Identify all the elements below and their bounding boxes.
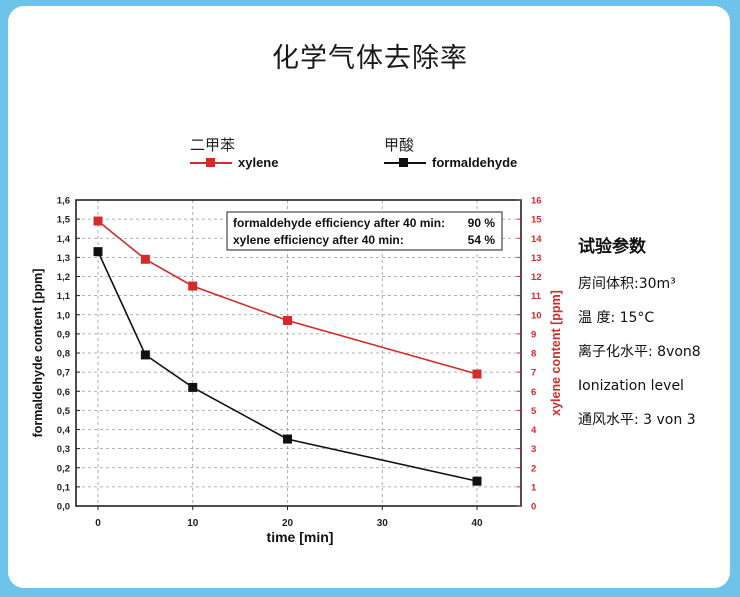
left-tick-label: 1,3 xyxy=(57,253,70,264)
param-ventilation: 通风水平: 3 von 3 xyxy=(578,412,696,428)
right-tick-label: 1 xyxy=(531,482,537,493)
data-point-formaldehyde xyxy=(472,476,482,486)
content-card xyxy=(8,6,730,588)
data-point-formaldehyde xyxy=(140,350,150,360)
left-tick-label: 1,6 xyxy=(57,196,70,207)
right-tick-label: 11 xyxy=(531,291,542,302)
left-tick-label: 0,0 xyxy=(57,502,70,513)
page-title: 化学气体去除率 xyxy=(272,43,468,74)
x-tick-label: 10 xyxy=(187,518,199,529)
x-axis-label: time [min] xyxy=(267,529,334,545)
right-tick-label: 15 xyxy=(531,215,542,226)
param-ionization-cn: 离子化水平: 8von8 xyxy=(578,344,701,360)
left-tick-label: 1,4 xyxy=(57,234,71,245)
right-tick-label: 4 xyxy=(531,425,537,436)
annotation-line2-value: 54 % xyxy=(468,233,496,247)
legend-xylene-label: xylene xyxy=(238,155,279,170)
left-tick-label: 1,1 xyxy=(57,291,71,302)
param-temperature: 温 度: 15°C xyxy=(578,310,655,326)
left-tick-label: 1,0 xyxy=(57,310,70,321)
data-point-xylene xyxy=(93,216,103,226)
left-tick-label: 0,6 xyxy=(57,387,70,398)
right-tick-label: 0 xyxy=(531,502,536,513)
left-tick-label: 1,5 xyxy=(57,215,71,226)
x-tick-label: 20 xyxy=(282,518,294,529)
right-tick-label: 3 xyxy=(531,444,536,455)
param-ionization-en: Ionization level xyxy=(578,378,684,394)
left-tick-label: 0,4 xyxy=(57,425,71,436)
test-parameters: 试验参数 房间体积:30m³ 温 度: 15°C 离子化水平: 8von8 Io… xyxy=(578,232,738,437)
right-tick-label: 12 xyxy=(531,272,542,283)
right-tick-label: 10 xyxy=(531,310,542,321)
right-axis-label: xylene content [ppm] xyxy=(549,290,563,416)
right-tick-label: 13 xyxy=(531,253,542,264)
data-point-formaldehyde xyxy=(188,382,198,392)
left-tick-label: 1,2 xyxy=(57,272,70,283)
data-point-xylene xyxy=(188,281,198,291)
data-point-xylene xyxy=(140,254,150,264)
data-point-formaldehyde xyxy=(283,434,292,444)
right-tick-label: 5 xyxy=(531,406,537,417)
right-tick-label: 6 xyxy=(531,387,536,398)
x-tick-label: 0 xyxy=(95,518,101,529)
x-tick-label: 40 xyxy=(471,518,483,529)
right-tick-label: 9 xyxy=(531,329,536,340)
param-room-volume: 房间体积:30m³ xyxy=(578,276,676,292)
right-tick-label: 16 xyxy=(531,196,542,207)
series-points xyxy=(93,216,482,486)
right-tick-label: 14 xyxy=(531,234,542,245)
left-tick-label: 0,2 xyxy=(57,463,70,474)
left-tick-label: 0,5 xyxy=(57,406,71,417)
x-tick-label: 30 xyxy=(377,518,389,529)
x-axis-ticks: 0 10 20 30 40 xyxy=(95,506,483,529)
params-title: 试验参数 xyxy=(578,237,646,257)
annotation-line1-value: 90 % xyxy=(468,216,496,230)
data-point-formaldehyde xyxy=(93,247,103,257)
left-tick-label: 0,8 xyxy=(57,349,70,360)
right-tick-label: 7 xyxy=(531,368,536,379)
legend-formaldehyde-cn: 甲酸 xyxy=(384,136,415,154)
left-tick-label: 0,3 xyxy=(57,444,70,455)
left-axis-label: formaldehyde content [ppm] xyxy=(31,269,45,438)
annotation-line1-label: formaldehyde efficiency after 40 min: xyxy=(233,216,445,230)
right-tick-label: 2 xyxy=(531,463,536,474)
legend-formaldehyde-label: formaldehyde xyxy=(432,155,518,170)
data-point-xylene xyxy=(283,315,292,325)
legend-xylene-cn: 二甲苯 xyxy=(190,136,236,154)
annotation-line2-label: xylene efficiency after 40 min: xyxy=(233,233,404,247)
left-axis-ticks: 0,0 0,1 0,2 0,3 0,4 0,5 0,6 0,7 0,8 0,9 1,0 1,1 1,2 1… xyxy=(57,196,80,513)
right-tick-label: 8 xyxy=(531,349,536,360)
left-tick-label: 0,1 xyxy=(57,482,71,493)
left-tick-label: 0,9 xyxy=(57,329,70,340)
left-tick-label: 0,7 xyxy=(57,368,70,379)
annotation-box: formaldehyde efficiency after 40 min: 90… xyxy=(226,211,503,251)
data-point-xylene xyxy=(472,369,482,379)
